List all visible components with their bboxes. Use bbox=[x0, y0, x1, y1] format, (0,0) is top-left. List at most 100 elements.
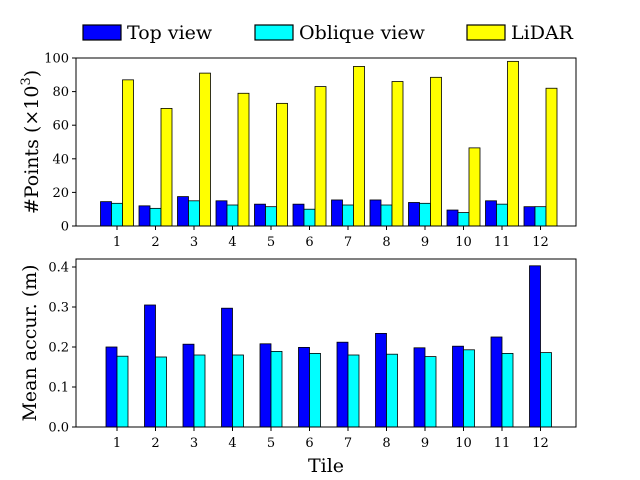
accuracy-y-tick-label: 0.2 bbox=[48, 341, 69, 356]
accuracy-bar-top-view-tile-5 bbox=[259, 343, 272, 428]
points-bar-oblique-view-tile-1 bbox=[111, 202, 123, 227]
points-bar-oblique-view-tile-9 bbox=[419, 202, 431, 227]
points-x-tick-label: 12 bbox=[532, 235, 549, 250]
accuracy-bar-top-view-tile-9 bbox=[413, 347, 426, 428]
legend-label-top-view: Top view bbox=[127, 22, 213, 44]
points-bar-top-view-tile-4 bbox=[215, 200, 228, 227]
legend-swatch-top-view bbox=[82, 24, 122, 41]
accuracy-x-tick-label: 2 bbox=[151, 436, 159, 451]
accuracy-bar-top-view-tile-12 bbox=[529, 265, 541, 428]
accuracy-bar-oblique-view-tile-2 bbox=[155, 356, 167, 428]
legend: Top view Oblique view LiDAR bbox=[82, 22, 574, 44]
accuracy-bar-top-view-tile-1 bbox=[105, 346, 118, 428]
accuracy-chart: 0.00.10.20.30.4 1 2 3 4 5 6 7 8 9 10 11 12 Mean acc… bbox=[19, 258, 577, 477]
accuracy-x-tick-label: 3 bbox=[190, 436, 198, 451]
points-bar-lidar-tile-1 bbox=[122, 79, 134, 227]
points-bar-lidar-tile-3 bbox=[199, 72, 211, 227]
points-bar-oblique-view-tile-2 bbox=[149, 207, 162, 227]
points-bar-top-view-tile-7 bbox=[331, 199, 343, 227]
accuracy-y-tick-label: 0.1 bbox=[48, 381, 69, 396]
points-x-tick-label: 1 bbox=[113, 235, 121, 250]
accuracy-x-tick-label: 1 bbox=[113, 436, 121, 451]
points-x-tick-label: 8 bbox=[382, 235, 390, 250]
points-y-axis-label: #Points (×103) bbox=[19, 70, 43, 214]
accuracy-bars bbox=[105, 265, 552, 428]
points-x-tick-label: 4 bbox=[228, 235, 236, 250]
points-bar-oblique-view-tile-12 bbox=[534, 206, 547, 227]
points-bar-top-view-tile-3 bbox=[177, 196, 189, 227]
points-bar-top-view-tile-2 bbox=[138, 205, 151, 227]
points-bar-lidar-tile-6 bbox=[314, 86, 327, 227]
points-bar-lidar-tile-10 bbox=[468, 147, 481, 227]
points-y-tick-label: 20 bbox=[52, 186, 69, 201]
accuracy-x-tick-label: 8 bbox=[382, 436, 390, 451]
accuracy-bar-oblique-view-tile-10 bbox=[463, 349, 475, 428]
points-x-tick-label: 11 bbox=[494, 235, 511, 250]
accuracy-bar-top-view-tile-3 bbox=[182, 343, 195, 428]
accuracy-bar-oblique-view-tile-7 bbox=[347, 354, 360, 428]
points-y-tick-label: 100 bbox=[44, 52, 69, 67]
points-bar-oblique-view-tile-4 bbox=[226, 204, 239, 227]
points-bar-oblique-view-tile-7 bbox=[342, 204, 354, 227]
accuracy-x-tick-label: 6 bbox=[305, 436, 313, 451]
accuracy-x-tick-label: 4 bbox=[228, 436, 236, 451]
points-bar-oblique-view-tile-11 bbox=[496, 203, 508, 227]
legend-swatch-oblique-view bbox=[254, 24, 294, 41]
points-y-tick-label: 80 bbox=[52, 85, 69, 100]
points-axes-frame bbox=[75, 57, 577, 227]
accuracy-x-ticks: 1 2 3 4 5 6 7 8 9 10 11 12 bbox=[113, 427, 549, 451]
points-bar-top-view-tile-5 bbox=[254, 203, 266, 227]
points-bar-top-view-tile-9 bbox=[408, 202, 420, 227]
accuracy-bar-top-view-tile-7 bbox=[336, 341, 349, 428]
points-bar-oblique-view-tile-8 bbox=[380, 204, 393, 227]
points-x-tick-label: 5 bbox=[267, 235, 275, 250]
accuracy-y-tick-label: 0.3 bbox=[48, 301, 69, 316]
points-x-tick-label: 3 bbox=[190, 235, 198, 250]
accuracy-y-tick-label: 0.4 bbox=[48, 261, 69, 276]
points-x-ticks: 1 2 3 4 5 6 7 8 9 10 11 12 bbox=[113, 226, 549, 250]
points-x-tick-label: 9 bbox=[421, 235, 429, 250]
points-bar-top-view-tile-10 bbox=[446, 209, 459, 227]
accuracy-bar-oblique-view-tile-1 bbox=[116, 355, 129, 428]
points-bar-oblique-view-tile-10 bbox=[457, 212, 470, 227]
legend-swatch-lidar bbox=[466, 24, 506, 41]
points-y-ticks: 0 20 40 60 80 100 bbox=[44, 52, 76, 235]
points-bars bbox=[100, 60, 558, 227]
accuracy-x-tick-label: 12 bbox=[532, 436, 549, 451]
points-bar-lidar-tile-8 bbox=[391, 81, 404, 227]
points-bar-oblique-view-tile-3 bbox=[188, 200, 200, 227]
accuracy-bar-oblique-view-tile-9 bbox=[424, 356, 437, 428]
accuracy-bar-oblique-view-tile-3 bbox=[193, 354, 206, 428]
legend-label-oblique-view: Oblique view bbox=[299, 22, 426, 44]
accuracy-x-axis-label: Tile bbox=[308, 455, 344, 477]
points-bar-lidar-tile-11 bbox=[507, 60, 519, 227]
points-bar-top-view-tile-11 bbox=[485, 200, 497, 227]
accuracy-y-axis-label: Mean accur. (m) bbox=[19, 264, 41, 421]
accuracy-y-ticks: 0.0 0.1 0.2 0.3 0.4 bbox=[48, 261, 76, 436]
accuracy-bar-oblique-view-tile-12 bbox=[540, 352, 552, 428]
points-bar-top-view-tile-1 bbox=[100, 201, 112, 227]
points-x-tick-label: 2 bbox=[151, 235, 159, 250]
accuracy-bar-oblique-view-tile-8 bbox=[386, 353, 398, 428]
points-y-tick-label: 40 bbox=[52, 152, 69, 167]
accuracy-bar-oblique-view-tile-6 bbox=[309, 352, 321, 428]
points-x-tick-label: 6 bbox=[305, 235, 313, 250]
points-bar-oblique-view-tile-5 bbox=[265, 206, 277, 227]
accuracy-bar-top-view-tile-8 bbox=[375, 332, 387, 428]
points-bar-lidar-tile-7 bbox=[353, 66, 365, 227]
points-bar-top-view-tile-12 bbox=[523, 206, 536, 227]
points-y-tick-label: 60 bbox=[52, 119, 69, 134]
accuracy-bar-top-view-tile-4 bbox=[221, 307, 233, 428]
points-bar-top-view-tile-6 bbox=[292, 203, 305, 227]
points-bar-top-view-tile-8 bbox=[369, 199, 382, 227]
accuracy-x-tick-label: 10 bbox=[455, 436, 472, 451]
accuracy-bar-top-view-tile-10 bbox=[452, 345, 464, 428]
accuracy-bar-top-view-tile-2 bbox=[144, 304, 156, 428]
accuracy-bar-top-view-tile-6 bbox=[298, 346, 310, 428]
legend-label-lidar: LiDAR bbox=[511, 22, 574, 44]
accuracy-bar-oblique-view-tile-11 bbox=[501, 352, 514, 428]
accuracy-bar-oblique-view-tile-4 bbox=[232, 354, 244, 428]
points-y-tick-label: 0 bbox=[61, 220, 69, 235]
